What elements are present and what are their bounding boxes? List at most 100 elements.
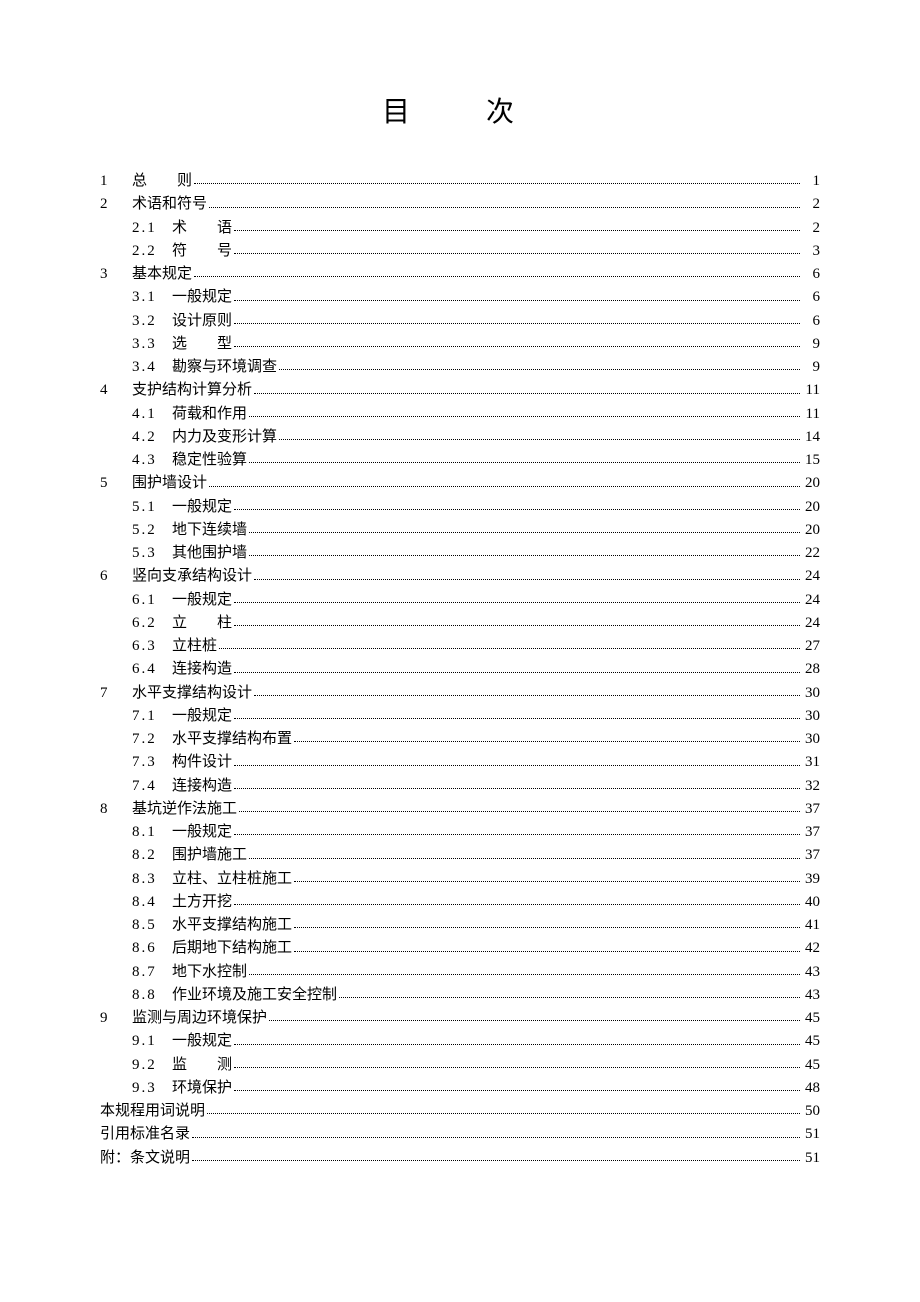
leader-dots — [234, 788, 800, 789]
toc-entry: 7.3构件设计31 — [100, 751, 820, 774]
entry-title: 一般规定 — [172, 821, 232, 844]
leader-dots — [249, 462, 800, 463]
leader-dots — [194, 276, 800, 277]
leader-dots — [234, 602, 800, 603]
toc-entry: 8.4土方开挖40 — [100, 891, 820, 914]
leader-dots — [234, 346, 800, 347]
leader-dots — [249, 858, 800, 859]
leader-dots — [234, 834, 800, 835]
entry-page: 24 — [802, 612, 820, 635]
toc-entry: 7.1一般规定30 — [100, 705, 820, 728]
toc-entry: 8.6后期地下结构施工42 — [100, 937, 820, 960]
entry-number: 3.1 — [132, 286, 168, 309]
leader-dots — [294, 927, 800, 928]
entry-title: 连接构造 — [172, 775, 232, 798]
toc-entry: 本规程用词说明 50 — [100, 1100, 820, 1123]
entry-number: 5.3 — [132, 542, 168, 565]
toc-entry: 3.2设计原则 6 — [100, 310, 820, 333]
entry-page: 50 — [802, 1100, 820, 1123]
entry-page: 15 — [802, 449, 820, 472]
entry-page: 14 — [802, 426, 820, 449]
toc-entry: 7水平支撑结构设计30 — [100, 682, 820, 705]
toc-entry: 8.2围护墙施工37 — [100, 844, 820, 867]
toc-entry: 8.7地下水控制43 — [100, 961, 820, 984]
entry-title: 一般规定 — [172, 286, 232, 309]
entry-title: 水平支撑结构设计 — [132, 682, 252, 705]
leader-dots — [254, 579, 800, 580]
entry-number: 8.2 — [132, 844, 168, 867]
entry-page: 2 — [802, 217, 820, 240]
toc-entry: 9监测与周边环境保护45 — [100, 1007, 820, 1030]
entry-page: 3 — [802, 240, 820, 263]
entry-page: 6 — [802, 286, 820, 309]
entry-page: 51 — [802, 1123, 820, 1146]
toc-entry: 9.1一般规定45 — [100, 1030, 820, 1053]
leader-dots — [254, 393, 800, 394]
leader-dots — [192, 1137, 800, 1138]
leader-dots — [234, 230, 800, 231]
entry-number: 7 — [100, 682, 128, 705]
entry-number: 8.1 — [132, 821, 168, 844]
leader-dots — [249, 555, 800, 556]
toc-entry: 6竖向支承结构设计24 — [100, 565, 820, 588]
leader-dots — [279, 439, 800, 440]
entry-number: 8.7 — [132, 961, 168, 984]
entry-number: 9.2 — [132, 1054, 168, 1077]
leader-dots — [209, 486, 800, 487]
entry-title: 总 则 — [132, 170, 192, 193]
entry-number: 6.3 — [132, 635, 168, 658]
entry-number: 3.2 — [132, 310, 168, 333]
entry-page: 27 — [802, 635, 820, 658]
entry-title: 勘察与环境调查 — [172, 356, 277, 379]
toc-entry: 引用标准名录 51 — [100, 1123, 820, 1146]
leader-dots — [239, 811, 800, 812]
entry-title: 引用标准名录 — [100, 1123, 190, 1146]
entry-title: 基本规定 — [132, 263, 192, 286]
entry-title: 地下水控制 — [172, 961, 247, 984]
leader-dots — [234, 672, 800, 673]
entry-page: 45 — [802, 1054, 820, 1077]
entry-page: 48 — [802, 1077, 820, 1100]
entry-number: 9.3 — [132, 1077, 168, 1100]
leader-dots — [234, 300, 800, 301]
entry-number: 7.1 — [132, 705, 168, 728]
toc-entry: 2.1术 语2 — [100, 217, 820, 240]
entry-page: 32 — [802, 775, 820, 798]
toc-entry: 3.1一般规定 6 — [100, 286, 820, 309]
entry-number: 6 — [100, 565, 128, 588]
leader-dots — [234, 323, 800, 324]
toc-entry: 8.1一般规定37 — [100, 821, 820, 844]
entry-page: 20 — [802, 496, 820, 519]
entry-number: 1 — [100, 170, 128, 193]
leader-dots — [234, 509, 800, 510]
entry-page: 6 — [802, 310, 820, 333]
entry-title: 术 语 — [172, 217, 232, 240]
entry-title: 设计原则 — [172, 310, 232, 333]
entry-number: 4.3 — [132, 449, 168, 472]
entry-number: 6.1 — [132, 589, 168, 612]
entry-page: 37 — [802, 798, 820, 821]
entry-title: 围护墙设计 — [132, 472, 207, 495]
table-of-contents: 1总 则12术语和符号22.1术 语22.2符 号33基本规定63.1一般规定6… — [100, 170, 820, 1170]
entry-page: 31 — [802, 751, 820, 774]
entry-number: 8.5 — [132, 914, 168, 937]
leader-dots — [234, 253, 800, 254]
entry-title: 本规程用词说明 — [100, 1100, 205, 1123]
toc-entry: 5.2地下连续墙20 — [100, 519, 820, 542]
entry-number: 9.1 — [132, 1030, 168, 1053]
entry-page: 45 — [802, 1030, 820, 1053]
entry-title: 后期地下结构施工 — [172, 937, 292, 960]
entry-title: 荷载和作用 — [172, 403, 247, 426]
entry-title: 符 号 — [172, 240, 232, 263]
entry-number: 2.2 — [132, 240, 168, 263]
entry-title: 一般规定 — [172, 496, 232, 519]
leader-dots — [279, 369, 800, 370]
entry-title: 监 测 — [172, 1054, 232, 1077]
leader-dots — [207, 1113, 800, 1114]
entry-number: 8.6 — [132, 937, 168, 960]
toc-entry: 4.2内力及变形计算14 — [100, 426, 820, 449]
entry-title: 连接构造 — [172, 658, 232, 681]
entry-number: 4.2 — [132, 426, 168, 449]
entry-page: 39 — [802, 868, 820, 891]
entry-title: 环境保护 — [172, 1077, 232, 1100]
